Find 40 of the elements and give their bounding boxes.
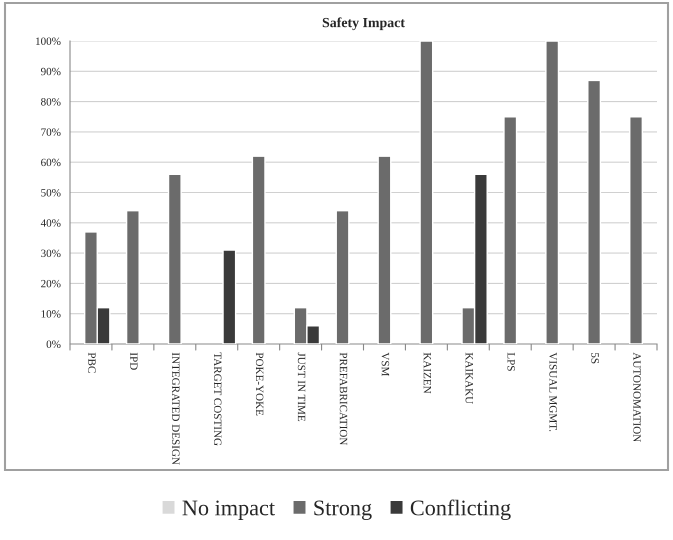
y-tick-label: 10% bbox=[42, 310, 61, 318]
x-tick-label: JUST IN TIME bbox=[298, 352, 306, 422]
x-tick-label: LPS bbox=[507, 352, 515, 371]
bar bbox=[629, 116, 644, 344]
x-tick-label: POKE-YOKE bbox=[256, 352, 264, 416]
y-tick-label: 30% bbox=[41, 250, 61, 258]
x-tick-label: VISUAL MGMT. bbox=[549, 352, 557, 432]
y-tick-label: 80% bbox=[41, 98, 61, 106]
bar bbox=[336, 210, 350, 344]
x-tick-label: IPD bbox=[130, 352, 138, 370]
legend-label: Strong bbox=[314, 500, 372, 520]
y-tick-label: 70% bbox=[41, 128, 61, 136]
legend-label: No impact bbox=[182, 500, 275, 520]
bar bbox=[252, 155, 266, 344]
chart-title: Safety Impact bbox=[322, 17, 405, 30]
x-tick-label: KAIKAKU bbox=[466, 352, 473, 404]
bar bbox=[419, 41, 434, 344]
y-tick-label: 20% bbox=[41, 280, 61, 288]
y-tick-label: 60% bbox=[41, 158, 61, 166]
y-tick-label: 90% bbox=[40, 68, 61, 76]
x-tick-label: PREFABRICATION bbox=[340, 352, 348, 446]
x-tick-label: 5S bbox=[591, 352, 599, 364]
bar bbox=[126, 210, 140, 344]
bar bbox=[587, 80, 602, 344]
x-tick-label: AUTONOMATION bbox=[633, 352, 641, 442]
x-tick-label: VSM bbox=[382, 352, 390, 376]
bar bbox=[222, 249, 236, 344]
x-tick-label: TARGET COSTING bbox=[214, 352, 222, 446]
bar bbox=[503, 116, 518, 344]
y-tick-label: 40% bbox=[40, 219, 61, 227]
legend-label: Conflicting bbox=[410, 500, 511, 520]
bar bbox=[545, 41, 560, 344]
y-tick-label: 100% bbox=[36, 37, 61, 45]
bar bbox=[168, 174, 182, 344]
x-tick-label: INTEGRATED DESIGN bbox=[172, 352, 180, 465]
y-tick-label: 0% bbox=[46, 340, 61, 348]
bar bbox=[377, 155, 392, 344]
y-tick-label: 50% bbox=[41, 188, 61, 196]
x-tick-label: PBC bbox=[88, 352, 96, 373]
x-tick-label: KAIZEN bbox=[424, 352, 432, 394]
